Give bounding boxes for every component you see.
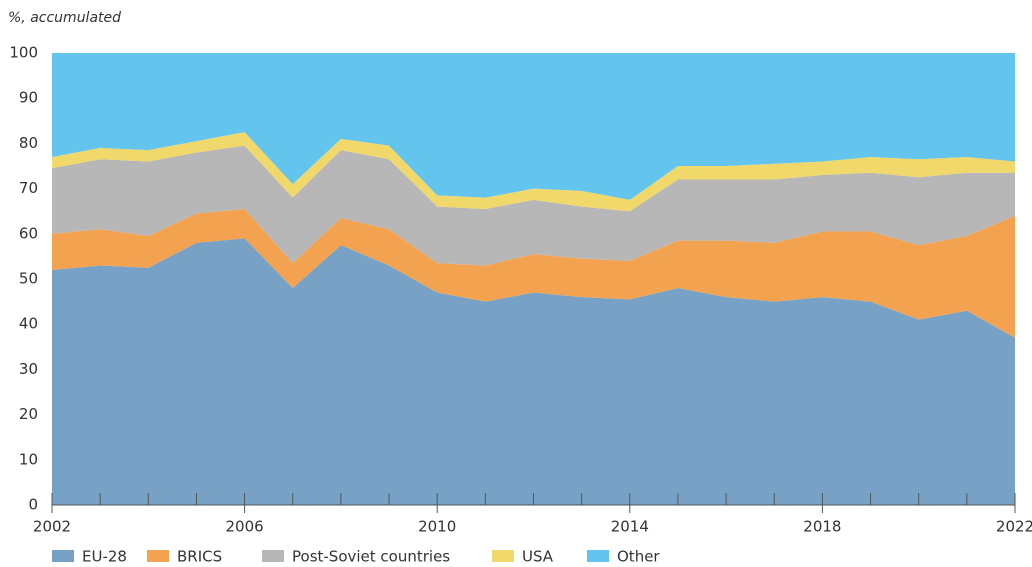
area <box>52 238 1015 505</box>
legend-label: EU-28 <box>82 548 127 566</box>
legend-label: USA <box>522 548 554 566</box>
x-tick-label: 2022 <box>996 518 1032 536</box>
x-tick-label: 2006 <box>226 518 264 536</box>
legend-label: Other <box>617 548 660 566</box>
y-tick-label: 70 <box>19 179 38 197</box>
area <box>52 145 1015 266</box>
y-tick-label: 40 <box>19 315 38 333</box>
area <box>52 53 1015 200</box>
x-tick-label: 2002 <box>33 518 71 536</box>
y-tick-label: 60 <box>19 224 38 242</box>
y-tick-label: 50 <box>19 270 38 288</box>
legend-swatch <box>587 550 609 562</box>
x-tick-label: 2014 <box>611 518 649 536</box>
legend-swatch <box>147 550 169 562</box>
legend-swatch <box>52 550 74 562</box>
x-tick-label: 2018 <box>803 518 841 536</box>
y-tick-label: 30 <box>19 360 38 378</box>
area <box>52 132 1015 212</box>
y-axis-label: %, accumulated <box>8 10 121 26</box>
legend-label: Post-Soviet countries <box>292 548 450 566</box>
area <box>52 208 1015 338</box>
y-tick-label: 0 <box>28 496 38 514</box>
x-tick-label: 2010 <box>418 518 456 536</box>
y-tick-label: 90 <box>19 89 38 107</box>
y-tick-label: 10 <box>19 450 38 468</box>
y-tick-label: 80 <box>19 134 38 152</box>
legend-swatch <box>262 550 284 562</box>
legend-swatch <box>492 550 514 562</box>
legend-label: BRICS <box>177 548 222 566</box>
y-tick-label: 20 <box>19 405 38 423</box>
y-tick-label: 100 <box>9 44 38 62</box>
